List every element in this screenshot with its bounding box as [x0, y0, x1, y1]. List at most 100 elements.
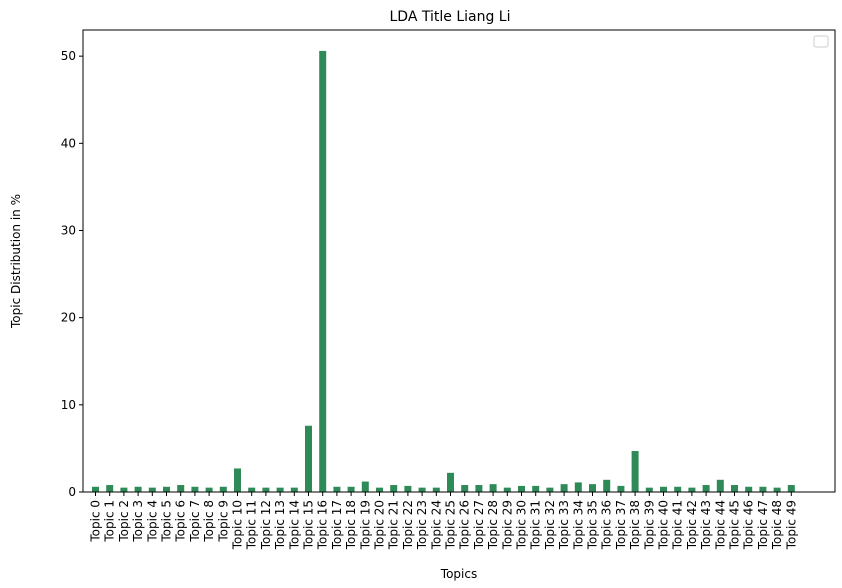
bar-topic-40 — [660, 486, 667, 492]
bar-topic-4 — [148, 487, 156, 492]
bar-topic-24 — [432, 487, 440, 492]
x-tick-label: Topic 37 — [614, 500, 628, 550]
y-tick-label: 20 — [61, 311, 76, 325]
bar-topic-7 — [191, 486, 199, 492]
x-axis: Topic 0 Topic 1 Topic 2 Topic 3 Topic 4 Topic… — [89, 492, 798, 550]
bar-topic-21 — [390, 485, 398, 492]
bar-topic-46 — [745, 486, 753, 492]
bar-topic-34 — [574, 482, 582, 492]
x-tick-label: Topic 46 — [742, 500, 756, 550]
x-tick-label: Topic 34 — [571, 500, 585, 550]
x-tick-label: Topic 44 — [713, 500, 727, 550]
y-tick-label: 30 — [61, 223, 76, 237]
bar-topic-43 — [702, 485, 710, 492]
x-tick-label: Topic 48 — [770, 500, 784, 550]
x-tick-label: Topic 5 — [160, 500, 174, 543]
x-tick-label: Topic 16 — [316, 500, 330, 550]
x-tick-label: Topic 9 — [216, 500, 230, 543]
bar-topic-28 — [489, 484, 497, 492]
x-tick-label: Topic 30 — [515, 500, 529, 550]
x-tick-label: Topic 39 — [642, 500, 656, 550]
bar-topic-0 — [92, 486, 99, 492]
x-tick-label: Topic 2 — [117, 500, 131, 543]
bar-topic-23 — [418, 487, 426, 492]
x-tick-label: Topic 29 — [500, 500, 514, 550]
y-tick-label: 10 — [61, 398, 76, 412]
bar-topic-15 — [305, 425, 312, 492]
x-tick-label: Topic 0 — [89, 500, 103, 543]
bar-topic-16 — [319, 50, 327, 493]
x-tick-label: Topic 28 — [486, 500, 500, 550]
bar-topic-37 — [617, 485, 625, 492]
x-tick-label: Topic 1 — [103, 500, 117, 543]
x-tick-label: Topic 23 — [415, 500, 429, 550]
x-tick-label: Topic 26 — [458, 500, 472, 550]
x-tick-label: Topic 13 — [273, 500, 287, 550]
bar-topic-5 — [163, 486, 170, 492]
bar-topic-18 — [347, 486, 355, 492]
bar-topic-38 — [631, 451, 639, 492]
x-axis-label: Topics — [440, 567, 477, 581]
x-tick-label: Topic 19 — [358, 500, 372, 550]
bar-topic-35 — [589, 484, 596, 492]
x-tick-label: Topic 21 — [387, 500, 401, 550]
x-tick-label: Topic 41 — [671, 500, 685, 550]
y-tick-label: 40 — [61, 136, 76, 150]
bar-topic-2 — [120, 487, 128, 492]
bar-topic-14 — [290, 487, 298, 492]
y-tick-label: 0 — [68, 485, 76, 499]
bar-topic-30 — [518, 485, 525, 492]
y-tick-label: 50 — [61, 49, 76, 63]
bar-topic-48 — [773, 487, 781, 492]
x-tick-label: Topic 38 — [628, 500, 642, 550]
bar-topic-1 — [106, 485, 114, 492]
x-tick-label: Topic 25 — [444, 500, 458, 550]
x-tick-label: Topic 22 — [401, 500, 415, 550]
bar-topic-12 — [262, 487, 270, 492]
x-tick-label: Topic 32 — [543, 500, 557, 550]
bar-topic-42 — [688, 487, 696, 492]
bar-topic-10 — [234, 468, 241, 492]
x-tick-label: Topic 35 — [586, 500, 600, 550]
bar-topic-32 — [546, 487, 554, 492]
bar-topic-29 — [503, 487, 511, 492]
bar-topic-36 — [603, 479, 611, 492]
x-tick-label: Topic 27 — [472, 500, 486, 550]
x-tick-label: Topic 4 — [145, 500, 159, 543]
bar-topic-6 — [177, 485, 185, 492]
x-tick-label: Topic 49 — [784, 500, 798, 550]
x-tick-label: Topic 24 — [429, 500, 443, 550]
x-tick-label: Topic 17 — [330, 500, 344, 550]
legend-box — [813, 35, 829, 48]
x-tick-label: Topic 47 — [756, 500, 770, 550]
bar-topic-25 — [447, 472, 454, 492]
x-tick-label: Topic 42 — [685, 500, 699, 550]
x-tick-label: Topic 18 — [344, 500, 358, 550]
y-axis: 0 10 20 30 40 50 — [61, 49, 83, 499]
bar-topic-33 — [560, 484, 568, 492]
bar-topic-17 — [333, 486, 341, 492]
x-tick-label: Topic 15 — [302, 500, 316, 550]
bar-topic-22 — [404, 485, 412, 492]
bar-topic-19 — [361, 481, 369, 492]
x-tick-label: Topic 12 — [259, 500, 273, 550]
bar-topic-3 — [134, 486, 142, 492]
bar-topic-47 — [759, 486, 767, 492]
x-tick-label: Topic 33 — [557, 500, 571, 550]
bar-topic-20 — [376, 487, 383, 492]
x-tick-label: Topic 14 — [287, 500, 301, 550]
bar-topic-27 — [475, 485, 483, 492]
bar-topic-9 — [219, 486, 227, 492]
bar-topic-11 — [248, 487, 256, 492]
bar-topic-8 — [205, 487, 213, 492]
x-tick-label: Topic 31 — [529, 500, 543, 550]
bar-topic-44 — [716, 479, 724, 492]
x-tick-label: Topic 11 — [245, 500, 259, 550]
bars-group — [92, 50, 795, 493]
x-tick-label: Topic 7 — [188, 500, 202, 543]
bar-topic-39 — [645, 487, 653, 492]
x-tick-label: Topic 45 — [728, 500, 742, 550]
bar-topic-45 — [731, 485, 738, 492]
bar-topic-41 — [674, 486, 682, 492]
